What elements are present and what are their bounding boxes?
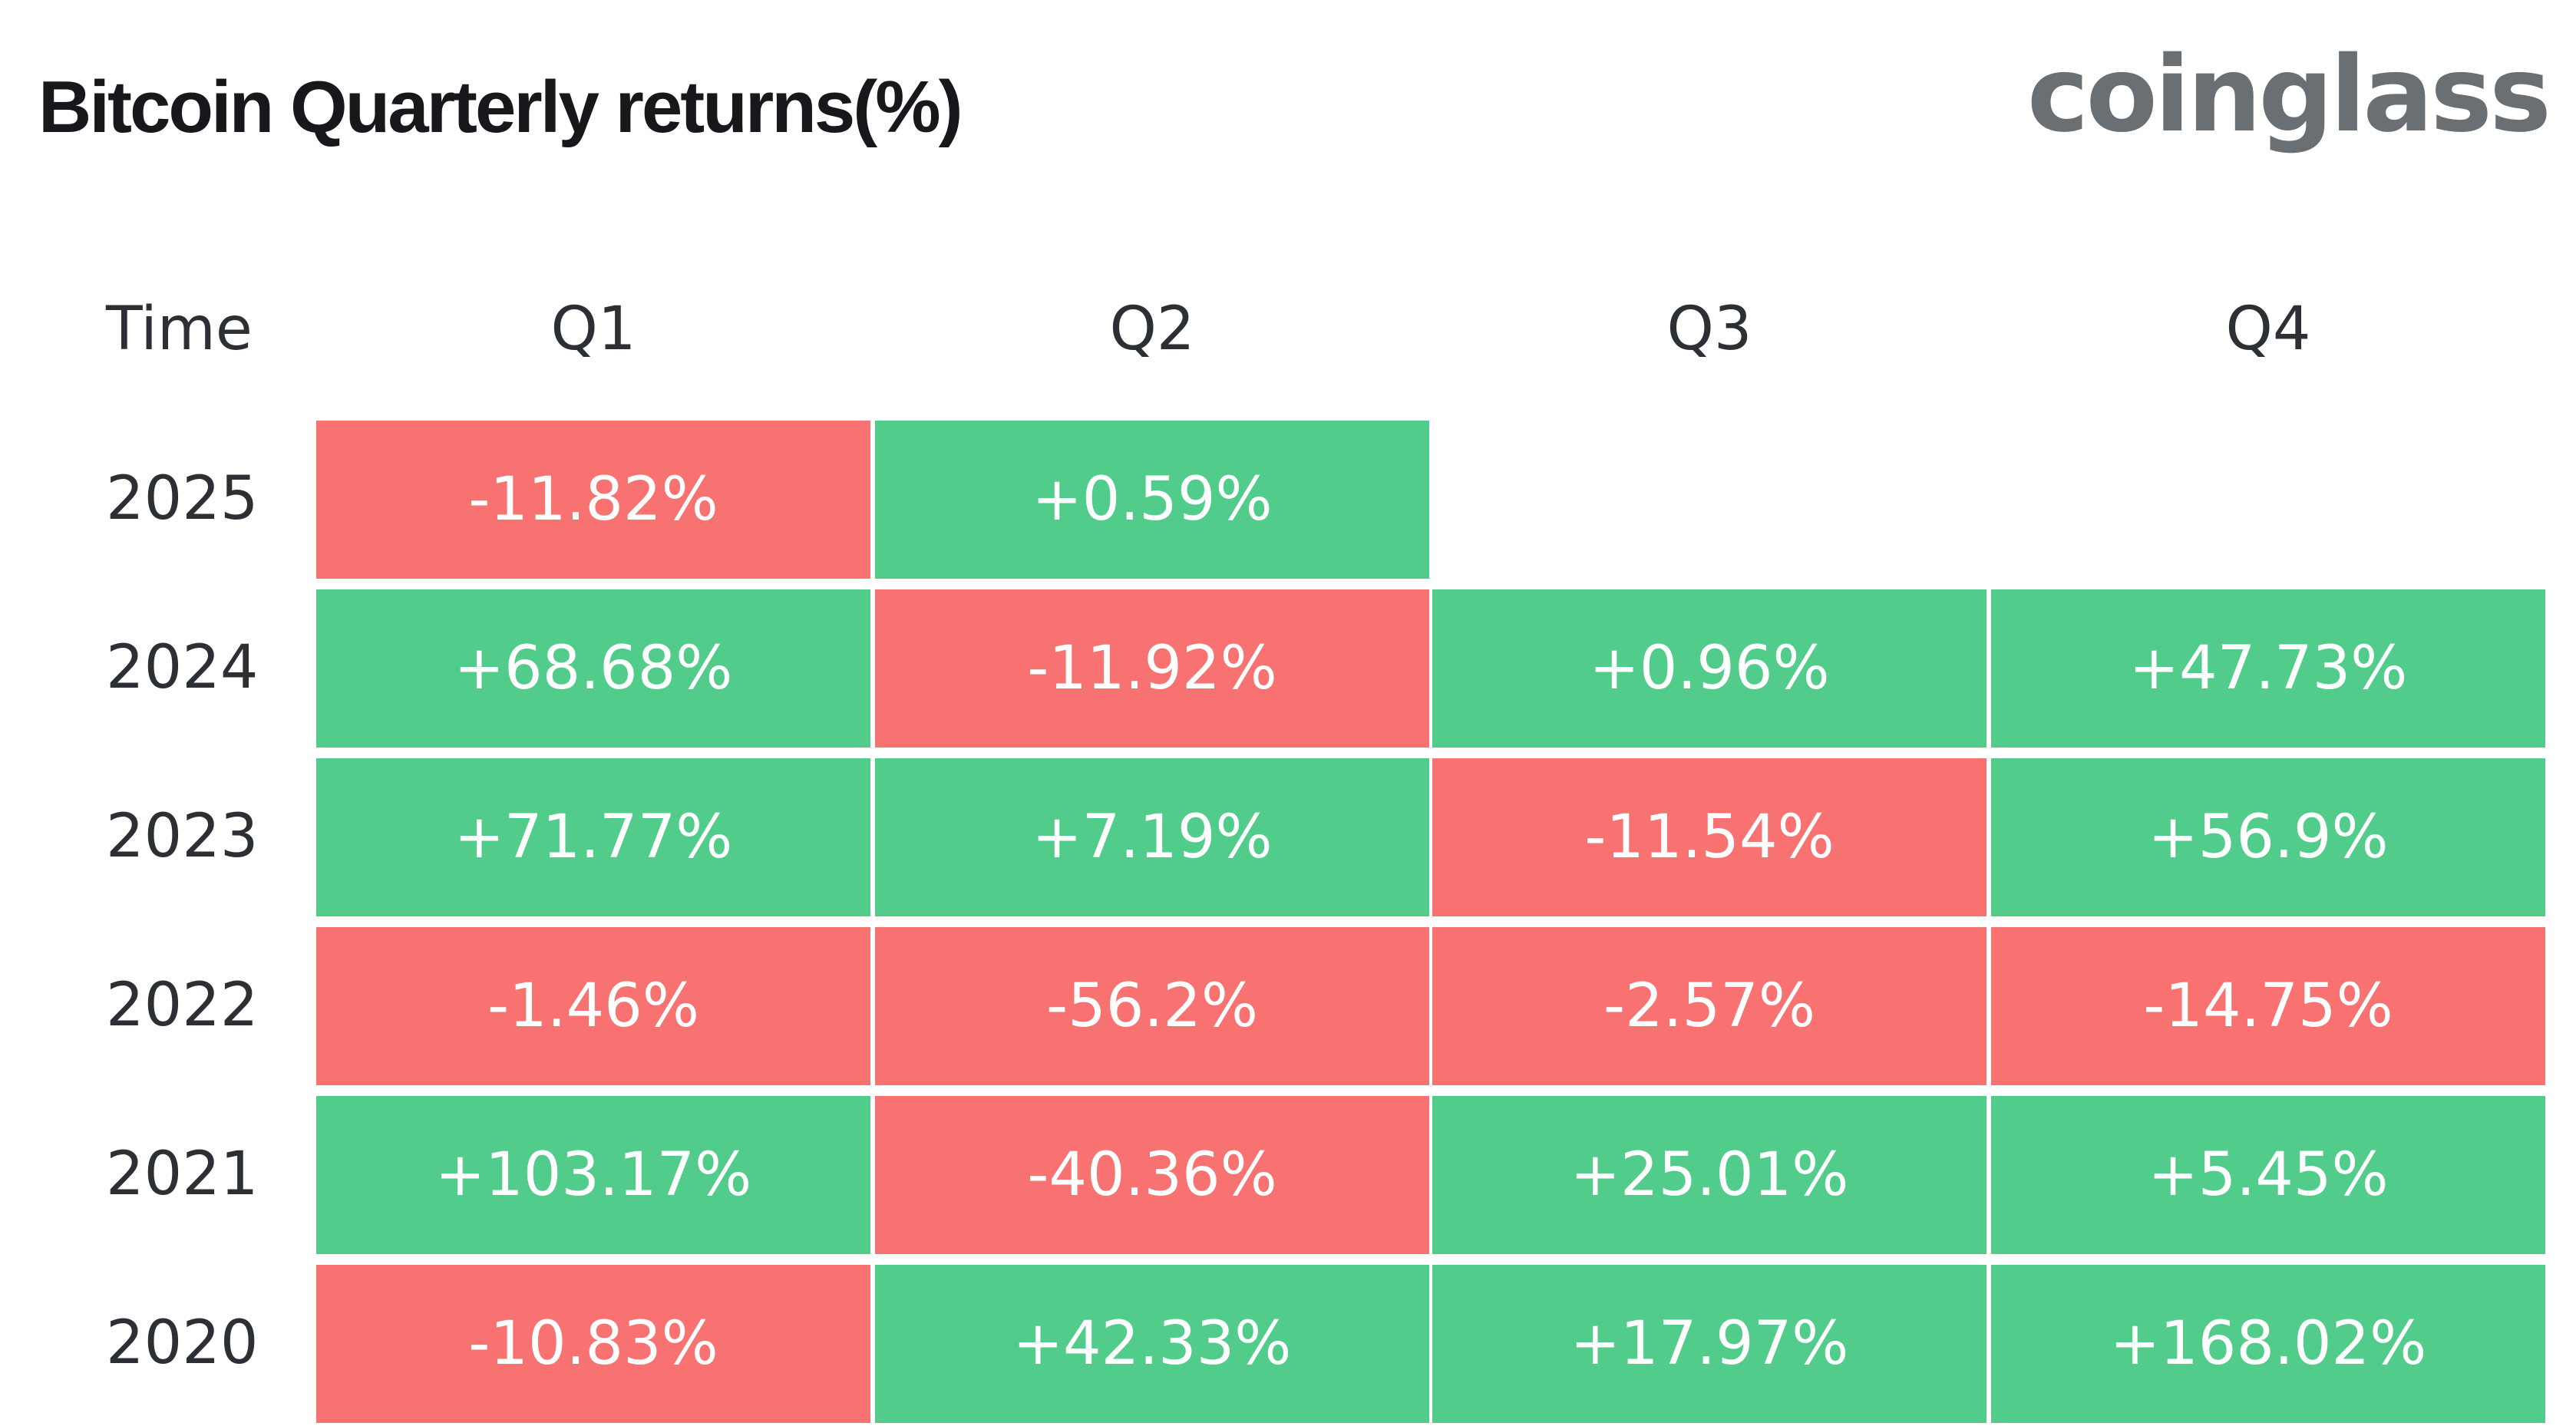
cell-2021-q4: +5.45% — [1991, 1096, 2545, 1254]
row-label-2021: 2021 — [106, 1140, 259, 1209]
cell-2021-q2: -40.36% — [875, 1096, 1429, 1254]
cell-2020-q3: +17.97% — [1432, 1265, 1986, 1423]
cell-2020-q2: +42.33% — [875, 1265, 1429, 1423]
brand-logo: coinglass — [2026, 35, 2551, 156]
row-label-2023: 2023 — [106, 802, 259, 871]
cell-2021-q3: +25.01% — [1432, 1096, 1986, 1254]
cell-2024-q1: +68.68% — [316, 589, 870, 748]
column-header-q4: Q4 — [2225, 295, 2311, 364]
cell-2020-q4: +168.02% — [1991, 1265, 2545, 1423]
cell-2020-q1: -10.83% — [316, 1265, 870, 1423]
cell-2023-q3: -11.54% — [1432, 758, 1986, 916]
cell-2022-q2: -56.2% — [875, 927, 1429, 1085]
cell-2022-q1: -1.46% — [316, 927, 870, 1085]
cell-2024-q4: +47.73% — [1991, 589, 2545, 748]
row-label-2025: 2025 — [106, 464, 259, 533]
row-label-2022: 2022 — [106, 971, 259, 1040]
cell-2024-q2: -11.92% — [875, 589, 1429, 748]
cell-2024-q3: +0.96% — [1432, 589, 1986, 748]
time-header: Time — [106, 295, 253, 364]
cell-2025-q2: +0.59% — [875, 421, 1429, 579]
cell-2023-q2: +7.19% — [875, 758, 1429, 916]
cell-2021-q1: +103.17% — [316, 1096, 870, 1254]
column-header-q2: Q2 — [1109, 295, 1195, 364]
row-label-2024: 2024 — [106, 633, 259, 702]
cell-2023-q1: +71.77% — [316, 758, 870, 916]
chart-title: Bitcoin Quarterly returns(%) — [38, 66, 963, 148]
cell-2025-q1: -11.82% — [316, 421, 870, 579]
column-header-q3: Q3 — [1666, 295, 1752, 364]
row-label-2020: 2020 — [106, 1309, 259, 1378]
column-header-q1: Q1 — [550, 295, 636, 364]
cell-2022-q3: -2.57% — [1432, 927, 1986, 1085]
cell-2023-q4: +56.9% — [1991, 758, 2545, 916]
cell-2022-q4: -14.75% — [1991, 927, 2545, 1085]
